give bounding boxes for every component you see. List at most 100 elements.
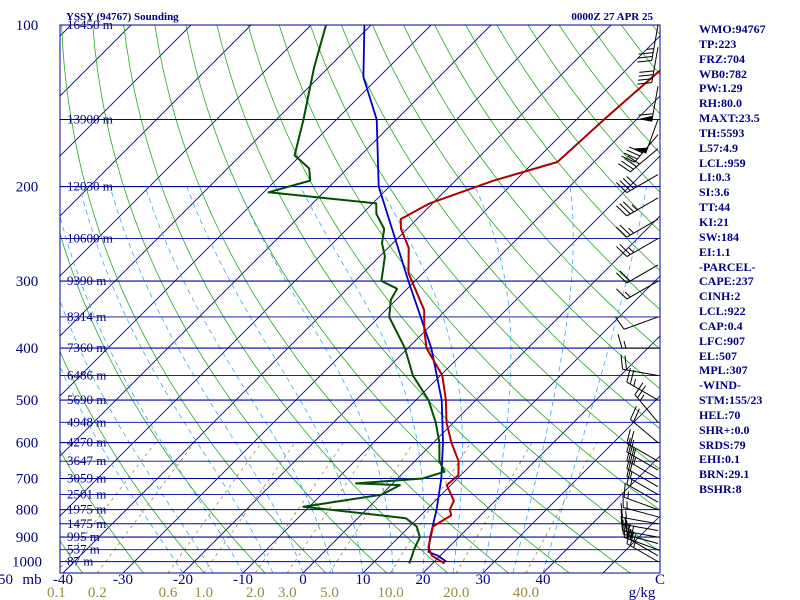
index-item: FRZ:704: [699, 51, 745, 66]
temperature-tick-label: 20: [416, 572, 431, 588]
height-label: 6486 m: [67, 368, 106, 383]
dry-adiabat-line: [403, 25, 660, 350]
index-item: RH:80.0: [699, 96, 742, 111]
index-item: SW:184: [699, 229, 740, 244]
index-item: CAPE:237: [699, 274, 754, 289]
height-label: 13900 m: [67, 111, 113, 126]
height-label: 2501 m: [67, 487, 106, 502]
index-item: TH:5593: [699, 125, 745, 140]
index-item: TP:223: [699, 36, 737, 51]
index-item: LCL:922: [699, 304, 746, 319]
height-label: 87 m: [67, 554, 93, 569]
mixing-ratio-tick-label: 20.0: [443, 585, 469, 600]
wind-barbs: [615, 24, 659, 563]
isotherm-line: [60, 25, 252, 217]
isotherm-line: [122, 35, 660, 573]
wind-barb: [616, 264, 659, 284]
index-item: CINH:2: [699, 289, 741, 304]
dry-adiabat-line: [123, 25, 448, 573]
index-item: WMO:94767: [699, 22, 766, 36]
index-item: LCL:959: [699, 155, 746, 170]
dry-adiabat-line: [309, 25, 660, 470]
index-item: STM:155/23: [699, 393, 763, 408]
pressure-tick-label: 100: [16, 18, 39, 34]
wind-barb: [637, 47, 659, 85]
pressure-unit-label: mb: [22, 572, 41, 588]
height-label: 9390 m: [67, 273, 106, 288]
index-item: -PARCEL-: [699, 259, 756, 274]
height-label: 1975 m: [67, 502, 106, 517]
moist-adiabat-line: [186, 186, 364, 573]
mixing-ratio-line: [455, 442, 533, 573]
moist-adiabat-line: [237, 186, 394, 573]
mixing-ratio-line: [96, 442, 195, 573]
height-label: 16450 m: [67, 17, 113, 32]
height-label: 4270 m: [67, 435, 106, 450]
height-label: 5690 m: [67, 392, 106, 407]
index-item: TT:44: [699, 200, 731, 215]
isotherm-line: [542, 455, 660, 573]
dry-adiabat-line: [61, 25, 327, 573]
index-item: EL:507: [699, 348, 738, 363]
temperature-tick-label: -20: [173, 572, 193, 588]
wind-barb: [622, 492, 659, 518]
moist-adiabat-line: [474, 186, 512, 573]
wind-barb: [616, 238, 659, 257]
temperature-profile-line: [399, 69, 660, 565]
dry-adiabat-line: [372, 25, 660, 390]
temperature-tick-label: -40: [53, 572, 73, 588]
wind-barb: [616, 197, 659, 217]
wind-barb: [616, 280, 659, 300]
mixing-ratio-tick-label: 0.2: [88, 585, 107, 600]
stability-indices-panel: WMO:94767 TP:223 FRZ:704 WB0:782 PW:1.29 RH:8…: [699, 22, 799, 497]
mixing-ratio-line: [60, 442, 156, 569]
index-item: PW:1.29: [699, 81, 743, 96]
pressure-tick-label: 800: [16, 503, 39, 519]
mixing-ratio-line: [203, 442, 296, 573]
dry-adiabat-line: [92, 25, 388, 573]
temperature-tick-label: 40: [536, 572, 551, 588]
dry-adiabat-line: [434, 25, 660, 311]
dry-adiabat-line: [341, 25, 660, 430]
height-label: 10600 m: [67, 231, 113, 246]
height-label: 3647 m: [67, 453, 106, 468]
isotherm-line: [182, 95, 660, 573]
mixing-ratio-tick-label: 5.0: [320, 585, 339, 600]
isotherm-line: [422, 335, 660, 573]
isotherm-line: [482, 395, 660, 573]
wind-barb: [618, 148, 659, 173]
dry-adiabat-line: [185, 25, 570, 573]
moist-adiabat-line: [109, 186, 304, 573]
sounding-time: 0000Z 27 APR 25: [571, 11, 653, 23]
wind-barb: [637, 24, 659, 63]
pressure-tick-label: 300: [16, 274, 39, 290]
index-item: SI:3.6: [699, 185, 730, 200]
dewpoint-profile-line: [267, 25, 446, 564]
temperature-tick-label: 30: [476, 572, 491, 588]
mixing-ratio-line: [167, 442, 262, 573]
wind-barb: [626, 437, 659, 471]
pressure-tick-label: 600: [16, 436, 39, 452]
height-label: 995 m: [67, 529, 100, 544]
isotherm-line: [362, 275, 660, 573]
index-item: SRDS:79: [699, 437, 746, 452]
index-item: MPL:307: [699, 363, 748, 378]
wind-barb: [622, 519, 659, 544]
dry-adiabat-line: [60, 449, 144, 573]
wind-barb: [632, 119, 659, 154]
height-label: 3059 m: [67, 471, 106, 486]
index-item: WB0:782: [699, 66, 747, 81]
station-title: YSSY (94767) Sounding: [66, 11, 179, 23]
isobar-lines: [59, 24, 661, 574]
mixing-ratio-unit-label: g/kg: [629, 585, 656, 600]
moist-adiabat-line: [60, 365, 184, 573]
index-item: SHR+:0.0: [699, 422, 750, 437]
pressure-tick-label: 900: [16, 530, 39, 546]
wind-barb: [620, 502, 659, 525]
temperature-tick-label: -50: [0, 572, 13, 588]
height-label: 8314 m: [67, 309, 106, 324]
isotherm-line: [302, 215, 660, 573]
moist-adiabat-line: [542, 186, 647, 573]
dry-adiabat-line: [154, 25, 509, 573]
moist-adiabat-line: [379, 186, 463, 573]
